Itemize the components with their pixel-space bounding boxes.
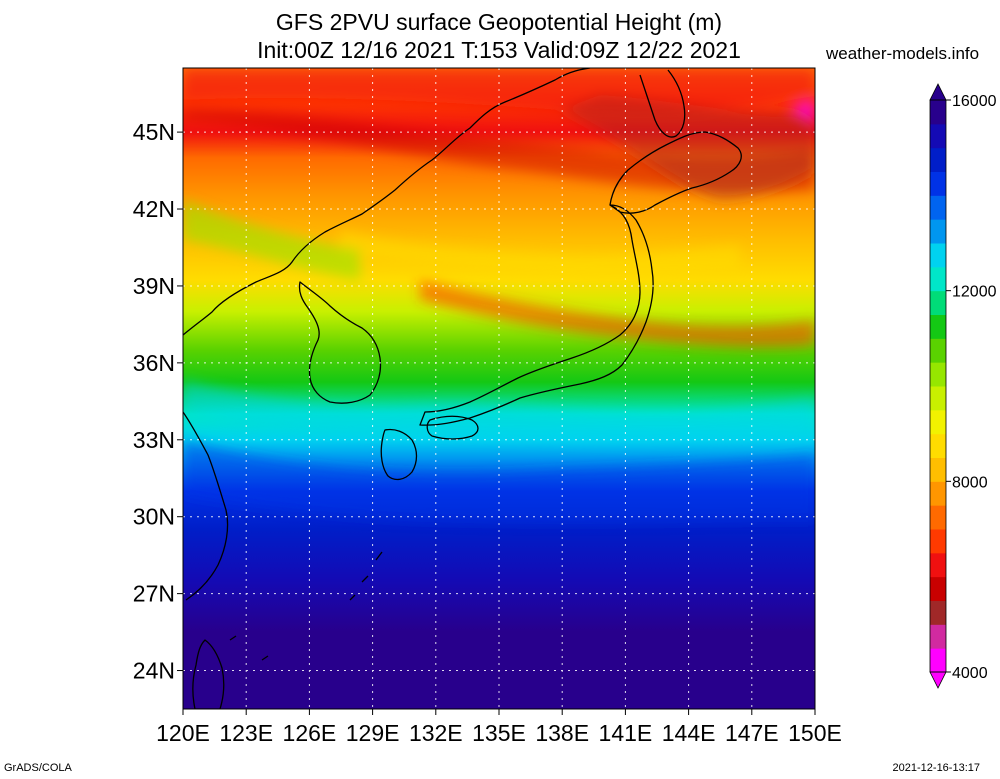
mainland-coastline-south [183,411,229,601]
lat-tick-label: 45N [133,119,175,145]
colorbar-swatch [930,624,946,649]
colorbar: 4000 8000 12000 16000 [929,83,997,689]
lat-tick-label: 42N [133,196,175,222]
lat-tick-label: 27N [133,581,175,607]
lon-tick-label: 129E [346,720,400,746]
colorbar-swatch [930,171,946,196]
colorbar-swatch [930,195,946,220]
lon-tick-label: 144E [662,720,716,746]
colorbar-swatch [930,147,946,172]
colorbar-swatch [930,600,946,625]
lat-tick-label: 33N [133,427,175,453]
colorbar-swatch [930,409,946,435]
colorbar-swatch [930,290,946,315]
colorbar-label: 8000 [952,474,988,491]
colorbar-swatch [930,338,946,363]
colorbar-swatch [930,219,946,244]
lat-tick-label: 30N [133,504,175,530]
colorbar-swatch [930,505,946,530]
colorbar-swatch [930,386,946,411]
sakhalin-coastline [639,69,686,138]
lat-tick-label: 39N [133,273,175,299]
lon-tick-label: 150E [788,720,842,746]
colorbar-swatch [930,457,946,482]
gridlines [183,68,815,709]
colorbar-label: 4000 [952,665,988,682]
lat-tick-label: 36N [133,350,175,376]
colorbar-label: 12000 [952,284,997,301]
colorbar-frame [929,99,947,673]
colorbar-swatch [930,648,946,673]
footer-timestamp: 2021-12-16-13:17 [892,762,980,774]
longitude-axis: 120E 123E 126E 129E 132E 135E 138E 141E 144E 147E… [156,709,842,746]
korea-coastline [298,281,382,404]
lat-tick-label: 24N [133,658,175,684]
hokkaido-coastline [609,131,742,214]
colorbar-swatch [930,100,946,125]
coastlines [183,68,742,709]
lon-tick-label: 126E [283,720,337,746]
colorbar-max-arrow [929,83,947,101]
footer-software: GrADS/COLA [4,762,72,774]
colorbar-label: 16000 [952,93,997,110]
colorbar-swatch [930,481,946,506]
mainland-coastline [183,68,591,336]
colorbar-swatch [930,266,946,292]
colorbar-swatch [930,552,946,578]
honshu-coastline [419,204,654,426]
brand-label: weather-models.info [826,44,980,63]
colorbar-min-arrow [929,671,947,689]
colorbar-swatch [930,123,946,149]
lon-tick-label: 120E [156,720,210,746]
colorbar-swatch [930,362,946,387]
lon-tick-label: 123E [219,720,273,746]
colorbar-swatch [930,576,946,601]
lon-tick-label: 138E [535,720,589,746]
lon-tick-label: 141E [599,720,653,746]
lon-tick-label: 132E [409,720,463,746]
chart-title: GFS 2PVU surface Geopotential Height (m) [275,9,723,35]
taiwan-coastline [192,639,225,709]
chart-subtitle: Init:00Z 12/16 2021 T:153 Valid:09Z 12/2… [257,37,741,63]
colorbar-swatch [930,314,946,339]
lon-tick-label: 135E [472,720,526,746]
kyushu-coastline [380,428,418,481]
ryukyu-islands [229,551,383,661]
colorbar-swatch [930,529,946,554]
lon-tick-label: 147E [725,720,779,746]
shikoku-coastline [426,415,479,440]
colorbar-swatch [930,243,946,268]
colorbar-swatch [930,433,946,458]
latitude-axis: 24N 27N 30N 33N 36N 39N 42N 45N [133,119,183,684]
